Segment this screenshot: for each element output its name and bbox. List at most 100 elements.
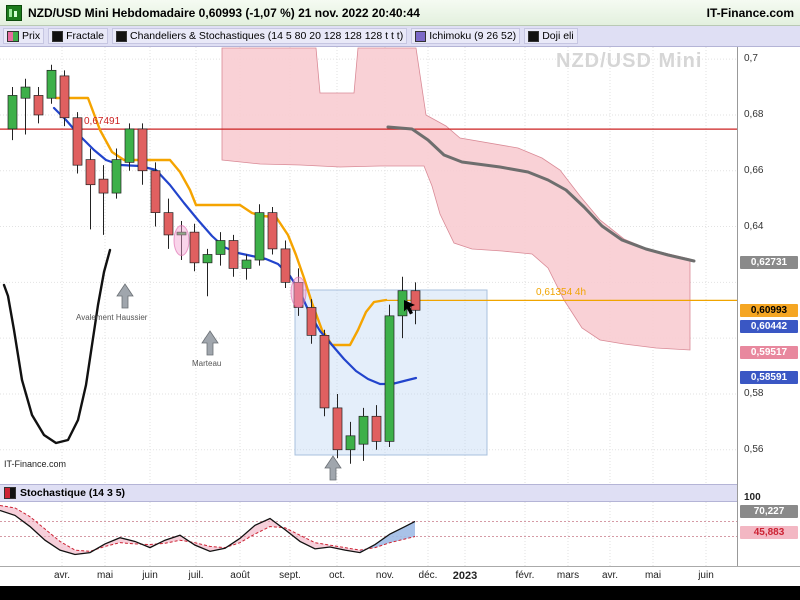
toolbar-item-chandeliers-stochastiques[interactable]: Chandeliers & Stochastiques (14 5 80 20 … bbox=[112, 28, 408, 44]
price-value-badge: 0,60993 bbox=[740, 304, 798, 318]
time-tick-label: mai bbox=[96, 570, 114, 581]
candle-body bbox=[72, 117, 83, 166]
stochastic-value-label: 100 bbox=[744, 492, 761, 503]
toolbar-item-doji[interactable]: Doji eli bbox=[524, 28, 578, 44]
indicator-toolbar: Prix Fractale Chandeliers & Stochastiques … bbox=[0, 26, 800, 47]
candle-body bbox=[384, 315, 395, 442]
price-value-badge: 0,60442 bbox=[740, 319, 798, 333]
time-tick-label: mai bbox=[644, 570, 662, 581]
prix-indicator-icon bbox=[7, 30, 19, 42]
price-axis[interactable]: 0,7 0,68 0,66 0,64 0,58 0,56 0,62731 0,60993 0,6… bbox=[737, 47, 800, 566]
time-tick-label: juin bbox=[698, 570, 714, 581]
stochastic-svg[interactable] bbox=[0, 502, 737, 566]
pattern-up-arrow-icon bbox=[324, 455, 342, 481]
candle-body bbox=[163, 212, 174, 236]
stochastic-k-line bbox=[0, 509, 416, 556]
price-tick-label: 0,68 bbox=[744, 108, 764, 120]
toolbar-item-fractale[interactable]: Fractale bbox=[48, 28, 109, 44]
candle-body bbox=[20, 86, 31, 99]
time-tick-label: juin bbox=[142, 570, 158, 581]
candle-body bbox=[98, 178, 109, 194]
watermark-brand: IT-Finance.com bbox=[4, 459, 67, 469]
toolbar-item-label: Fractale bbox=[66, 30, 105, 42]
candle-body bbox=[111, 159, 122, 194]
candle-body bbox=[319, 335, 330, 409]
candle-body bbox=[241, 259, 252, 269]
chandeliers-stochastiques-indicator-icon bbox=[116, 30, 128, 42]
candle-body bbox=[254, 212, 265, 261]
time-axis[interactable]: avr. mai juin juil. août sept. oct. nov. déc. 202… bbox=[0, 566, 800, 587]
stochastic-value-label: 45,883 bbox=[740, 526, 798, 539]
price-tick-label: 0,64 bbox=[744, 220, 764, 232]
stochastic-fill-blue bbox=[360, 521, 415, 553]
candle-body bbox=[202, 254, 213, 264]
time-tick-label: avr. bbox=[53, 570, 71, 581]
ichimoku-indicator-icon bbox=[415, 30, 427, 42]
doji-ellipse-marker bbox=[173, 225, 190, 257]
pattern-annotation-label: Marteau bbox=[192, 359, 222, 368]
doji-ellipse-marker bbox=[290, 276, 307, 308]
price-value-badge: 0,58591 bbox=[740, 371, 798, 385]
price-chart-svg[interactable] bbox=[0, 47, 737, 484]
stochastic-panel-header[interactable]: Stochastique (14 3 5) bbox=[0, 484, 737, 502]
candle-body bbox=[150, 170, 161, 213]
gray-overlay-line bbox=[386, 125, 696, 263]
candle-body bbox=[228, 240, 239, 269]
candle-body bbox=[332, 407, 343, 451]
candle-body bbox=[371, 415, 382, 442]
time-tick-label: juil. bbox=[188, 570, 204, 581]
candle-body bbox=[267, 212, 278, 250]
time-tick-label: 2023 bbox=[452, 570, 478, 582]
doji-indicator-icon bbox=[528, 30, 540, 42]
brand-label: IT-Finance.com bbox=[706, 5, 794, 20]
time-tick-label: nov. bbox=[375, 570, 395, 581]
chart-cursor-marker bbox=[404, 300, 415, 315]
price-line-label: 0,67491 bbox=[84, 116, 121, 128]
time-tick-label: avr. bbox=[601, 570, 619, 581]
stochastic-panel-title: Stochastique (14 3 5) bbox=[20, 487, 126, 499]
ichimoku-cloud bbox=[221, 47, 691, 351]
toolbar-item-prix[interactable]: Prix bbox=[3, 28, 45, 44]
toolbar-item-label: Prix bbox=[22, 30, 41, 42]
stochastic-indicator-icon bbox=[4, 487, 16, 499]
bottom-black-bar bbox=[0, 586, 800, 600]
time-tick-label: mars bbox=[556, 570, 580, 581]
fractale-indicator-icon bbox=[52, 30, 64, 42]
pattern-up-arrow-icon bbox=[116, 283, 134, 309]
stochastic-panel[interactable] bbox=[0, 502, 737, 567]
toolbar-item-label: Chandeliers & Stochastiques (14 5 80 20 … bbox=[130, 30, 404, 42]
candle-body bbox=[85, 159, 96, 186]
instrument-title: NZD/USD Mini Hebdomadaire 0,60993 (-1,07… bbox=[28, 5, 420, 20]
toolbar-item-label: Ichimoku (9 26 52) bbox=[429, 30, 517, 42]
time-tick-label: août bbox=[230, 570, 250, 581]
pattern-up-arrow-icon bbox=[201, 330, 219, 356]
time-tick-label: sept. bbox=[279, 570, 301, 581]
candle-body bbox=[358, 415, 369, 445]
price-tick-label: 0,56 bbox=[744, 443, 764, 455]
candle-body bbox=[137, 128, 148, 172]
candle-body bbox=[306, 307, 317, 336]
title-bar: NZD/USD Mini Hebdomadaire 0,60993 (-1,07… bbox=[0, 0, 800, 26]
price-tick-label: 0,66 bbox=[744, 164, 764, 176]
candle-body bbox=[124, 128, 135, 163]
stochastic-fill-pink bbox=[0, 505, 415, 555]
toolbar-item-ichimoku[interactable]: Ichimoku (9 26 52) bbox=[411, 28, 521, 44]
time-tick-label: déc. bbox=[418, 570, 438, 581]
price-line-label: 0,61354 4h bbox=[536, 287, 587, 299]
toolbar-item-label: Doji eli bbox=[542, 30, 574, 42]
candle-body bbox=[345, 435, 356, 451]
time-tick-label: févr. bbox=[515, 570, 535, 581]
candle-body bbox=[59, 75, 70, 119]
candle-body bbox=[410, 290, 421, 311]
watermark-symbol: NZD/USD Mini bbox=[556, 50, 703, 72]
price-tick-label: 0,58 bbox=[744, 387, 764, 399]
candle-body bbox=[33, 95, 44, 116]
price-value-badge: 0,59517 bbox=[740, 345, 798, 359]
app-chart-icon bbox=[6, 4, 22, 21]
price-value-badge: 0,62731 bbox=[740, 255, 798, 269]
price-chart-area[interactable]: NZD/USD Mini IT-Finance.com Avalement Ha… bbox=[0, 47, 737, 484]
pattern-annotation-label: Avalement Haussier bbox=[76, 313, 148, 322]
candle-body bbox=[215, 240, 226, 255]
candle-body bbox=[176, 231, 187, 236]
candle-body bbox=[280, 248, 291, 283]
